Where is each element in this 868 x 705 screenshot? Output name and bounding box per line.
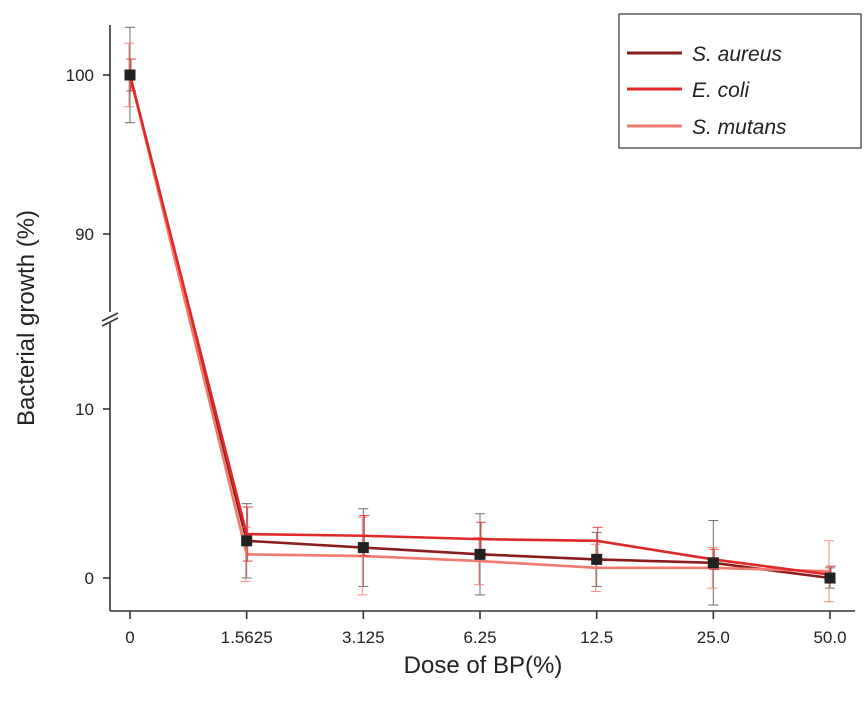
data-point-s-aureus-3 bbox=[474, 548, 486, 560]
legend-label-s-aureus: S. aureus bbox=[692, 43, 782, 66]
data-point-s-aureus-2 bbox=[357, 542, 369, 554]
y-tick-label-0: 0 bbox=[85, 569, 94, 588]
x-tick-label-50-0: 50.0 bbox=[813, 628, 846, 647]
legend-label-s-mutans: S. mutans bbox=[692, 116, 787, 139]
y-ticks: 0 10 90 100 bbox=[66, 66, 110, 588]
series-line-e-coli bbox=[128, 74, 831, 576]
x-tick-label-1-5625: 1.5625 bbox=[221, 628, 273, 647]
x-tick-label-6-25: 6.25 bbox=[463, 628, 496, 647]
x-tick-label-3-125: 3.125 bbox=[342, 628, 385, 647]
x-ticks: 0 1.5625 3.125 6.25 12.5 25.0 50.0 bbox=[125, 611, 847, 647]
x-tick-label-25-0: 25.0 bbox=[697, 628, 730, 647]
y-tick-label-100: 100 bbox=[66, 66, 94, 85]
data-point-s-aureus-4 bbox=[591, 553, 603, 565]
y-tick-label-90: 90 bbox=[75, 225, 94, 244]
data-point-s-aureus-1 bbox=[241, 535, 253, 547]
y-axis-title: Bacterial growth (%) bbox=[13, 210, 40, 426]
x-tick-label-12-5: 12.5 bbox=[580, 628, 613, 647]
plot-area: 0 10 90 100 0 1.5625 3.125 6.25 12.5 25.0 50.0 bbox=[66, 25, 855, 647]
data-point-s-aureus-6 bbox=[824, 572, 836, 584]
y-tick-label-10: 10 bbox=[75, 400, 94, 419]
legend-label-e-coli: E. coli bbox=[692, 79, 751, 102]
y-axis-break-mark bbox=[101, 312, 119, 327]
x-tick-label-0: 0 bbox=[125, 628, 134, 647]
data-point-s-aureus-5 bbox=[707, 557, 719, 569]
data-point-s-aureus-0 bbox=[124, 69, 136, 81]
marker-layer bbox=[124, 69, 836, 584]
x-axis-title: Dose of BP(%) bbox=[404, 652, 563, 679]
legend: S. aureus E. coli S. mutans bbox=[618, 13, 862, 149]
